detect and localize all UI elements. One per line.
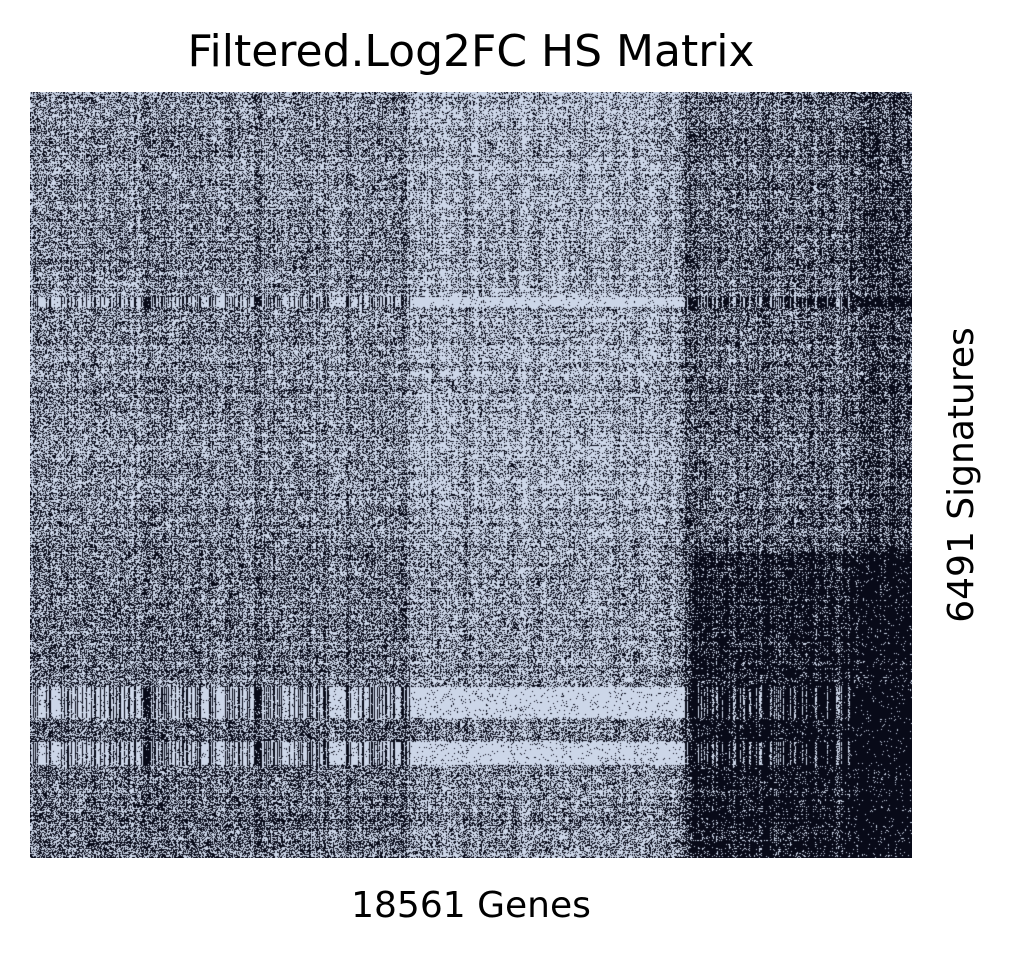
x-axis-label: 18561 Genes [351,885,591,926]
heatmap-cells [30,92,912,858]
heatmap-plot-area [30,92,912,858]
y-axis-label: 6491 Signatures [941,327,982,623]
chart-title: Filtered.Log2FC HS Matrix [187,26,755,77]
